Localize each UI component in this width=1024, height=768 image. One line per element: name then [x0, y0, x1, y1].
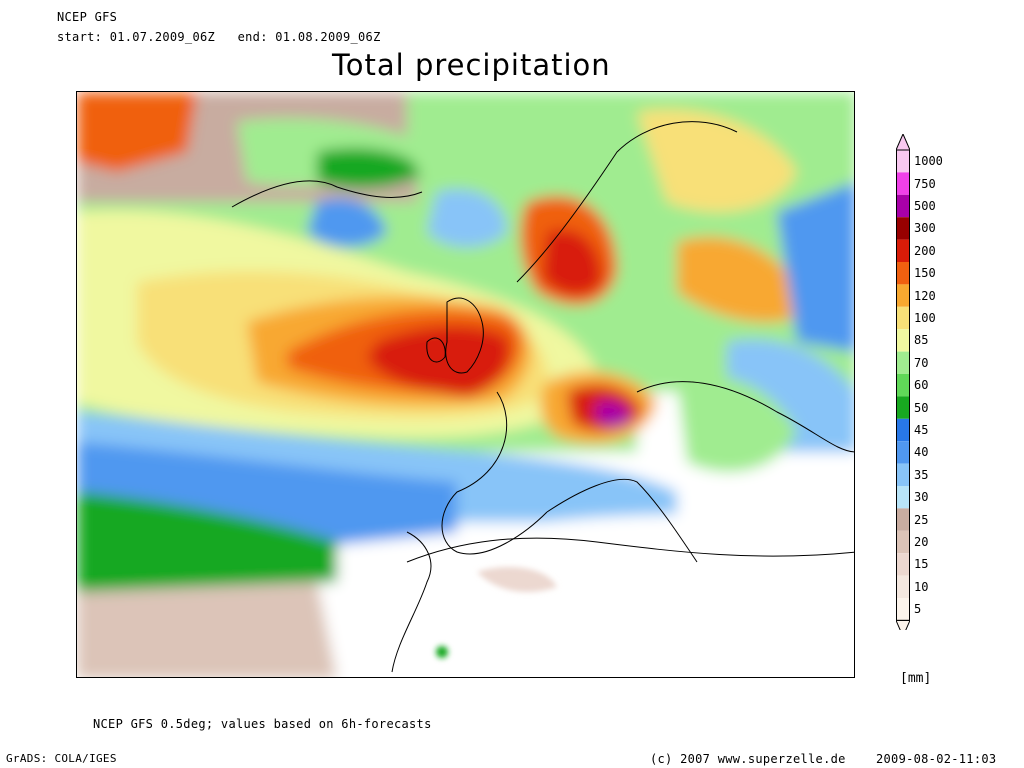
legend-swatch [896, 508, 910, 531]
legend-unit: [mm] [900, 671, 932, 686]
map-canvas [77, 92, 854, 677]
legend-swatch [896, 575, 910, 598]
legend-label: 50 [914, 400, 929, 415]
software-credit: GrADS: COLA/IGES [6, 752, 117, 765]
legend-swatch [896, 262, 910, 285]
legend-swatch [896, 239, 910, 262]
legend-swatch [896, 396, 910, 419]
legend-swatch [896, 530, 910, 554]
end-value: 01.08.2009_06Z [275, 30, 381, 44]
legend-label: 120 [914, 288, 936, 303]
legend-swatch [896, 486, 910, 509]
start-value: 01.07.2009_06Z [109, 30, 216, 44]
legend-swatch [896, 351, 910, 374]
legend-label: 60 [914, 378, 929, 393]
legend-swatch [896, 150, 910, 173]
legend-colorbar [895, 132, 911, 638]
legend-label: 100 [914, 311, 936, 325]
legend-label: 1000 [914, 154, 943, 169]
legend-label: 500 [914, 199, 936, 213]
legend-label: 40 [914, 445, 929, 460]
coastlines [231, 121, 854, 673]
legend-label: 25 [914, 512, 929, 527]
legend-label: 10 [914, 579, 929, 594]
legend-label: 20 [914, 535, 929, 549]
legend-bottom-arrow [895, 619, 911, 638]
legend-label: 200 [914, 243, 936, 258]
legend-swatch [896, 217, 910, 240]
legend-label: 70 [914, 355, 929, 370]
legend-label: 85 [914, 333, 929, 348]
legend-swatch [896, 418, 910, 442]
legend-label: 35 [914, 467, 929, 482]
legend-label: 150 [914, 266, 936, 281]
model-label: NCEP GFS [57, 10, 118, 24]
footer-note: NCEP GFS 0.5deg; values based on 6h-fore… [93, 717, 432, 731]
legend-label: 750 [914, 176, 936, 191]
legend-swatch [896, 172, 910, 195]
legend-label: 15 [914, 557, 929, 572]
legend-top-arrow [895, 132, 911, 151]
precip-field [77, 92, 854, 677]
legend-label: 300 [914, 221, 936, 236]
start-label: start: [57, 30, 103, 44]
timestamp: 2009-08-02-11:03 [876, 752, 997, 766]
period-line: start: 01.07.2009_06Z end: 01.08.2009_06… [57, 30, 381, 44]
legend-swatch [896, 194, 910, 218]
legend-swatch [896, 553, 910, 576]
precip-detail [436, 567, 557, 658]
end-label: end: [237, 30, 268, 44]
legend-label: 30 [914, 490, 929, 505]
map-title: Total precipitation [332, 48, 611, 82]
legend-label: 5 [914, 602, 922, 617]
colorbar [895, 132, 911, 638]
precipitation-map [76, 91, 855, 678]
legend-swatch [896, 441, 910, 464]
legend-swatch [896, 306, 910, 330]
legend-label: 45 [914, 423, 929, 437]
legend-swatch [896, 329, 910, 352]
legend-swatch [896, 284, 910, 307]
copyright: (c) 2007 www.superzelle.de [650, 752, 846, 766]
legend-swatch [896, 374, 910, 397]
legend-swatch [896, 463, 910, 486]
legend-swatch [896, 598, 910, 621]
